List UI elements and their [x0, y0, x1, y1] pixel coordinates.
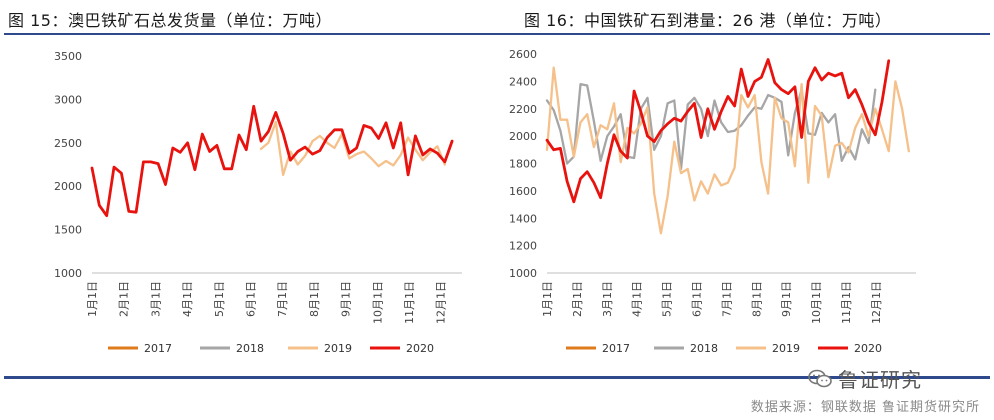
x-tick-label: 5月1日	[661, 281, 674, 317]
legend-label-2017: 2017	[602, 342, 630, 355]
y-tick-label: 1500	[54, 224, 82, 237]
legend-label-2020: 2020	[406, 342, 434, 355]
y-tick-label: 1600	[509, 185, 537, 198]
legend-label-2019: 2019	[324, 342, 352, 355]
y-tick-label: 1400	[509, 212, 537, 225]
legend-label-2018: 2018	[236, 342, 264, 355]
legend-label-2019: 2019	[772, 342, 800, 355]
x-tick-label: 9月1日	[780, 281, 793, 317]
x-tick-label: 4月1日	[181, 281, 194, 317]
x-tick-label: 3月1日	[149, 281, 162, 317]
legend-label-2020: 2020	[854, 342, 882, 355]
y-tick-label: 2400	[509, 75, 537, 88]
bottom-rule	[4, 376, 990, 379]
brand-name: 鲁证研究	[838, 368, 922, 392]
x-tick-label: 8月1日	[308, 281, 321, 317]
x-tick-label: 6月1日	[245, 281, 258, 317]
x-tick-label: 7月1日	[720, 281, 733, 317]
y-tick-label: 1200	[509, 240, 537, 253]
right-line-chart: 1000 1200 1400 1600 1800 2000 2200 2400 2600 1月1日…	[509, 48, 916, 355]
y-tick-label: 1000	[54, 267, 82, 280]
legend-label-2018: 2018	[690, 342, 718, 355]
x-tick-label: 4月1日	[631, 281, 644, 317]
y-tick-label: 3000	[54, 93, 82, 106]
x-tick-label: 3月1日	[601, 281, 614, 317]
left-line-chart: 1000 1500 2000 2500 3000 3500 1月1日 2月1日 3月1日 4月1日…	[54, 50, 462, 355]
series-line-2020	[90, 104, 454, 218]
y-tick-label: 2200	[509, 103, 537, 116]
x-tick-label: 7月1日	[276, 281, 289, 317]
right-chart-title: 图 16：中国铁矿石到港量：26 港（单位：万吨）	[524, 11, 892, 30]
y-tick-label: 2000	[509, 130, 537, 143]
legend-label-2017: 2017	[144, 342, 172, 355]
y-tick-label: 1800	[509, 158, 537, 171]
data-source-note: 数据来源：钢联数据 鲁证期货研究所	[750, 400, 980, 415]
x-tick-label: 10月1日	[371, 281, 384, 324]
x-tick-label: 9月1日	[340, 281, 353, 317]
x-tick-label: 11月1日	[840, 281, 853, 324]
series-line-2019	[545, 66, 910, 235]
x-tick-label: 2月1日	[118, 281, 131, 317]
x-tick-label: 8月1日	[750, 281, 763, 317]
x-tick-label: 12月1日	[435, 281, 448, 324]
x-tick-label: 2月1日	[571, 281, 584, 317]
x-tick-label: 1月1日	[541, 281, 554, 317]
x-tick-label: 10月1日	[810, 281, 823, 324]
x-tick-label: 1月1日	[86, 281, 99, 317]
y-tick-label: 3500	[54, 50, 82, 63]
x-tick-label: 5月1日	[213, 281, 226, 317]
y-tick-label: 2600	[509, 48, 537, 61]
series-line-2020	[545, 58, 891, 204]
y-tick-label: 1000	[509, 267, 537, 280]
top-rule	[4, 33, 990, 35]
x-tick-label: 11月1日	[403, 281, 416, 324]
y-tick-label: 2000	[54, 180, 82, 193]
y-tick-label: 2500	[54, 137, 82, 150]
left-chart-title: 图 15：澳巴铁矿石总发货量（单位：万吨）	[8, 11, 332, 30]
x-tick-label: 6月1日	[691, 281, 704, 317]
x-tick-label: 12月1日	[870, 281, 883, 324]
wechat-icon	[808, 369, 832, 387]
brand-watermark: 鲁证研究	[808, 364, 922, 393]
